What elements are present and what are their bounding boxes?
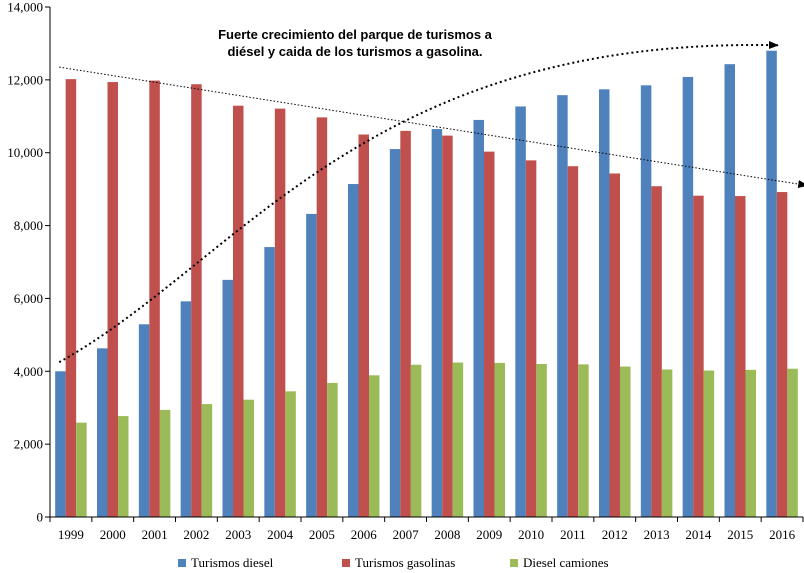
x-tick-label: 2015 xyxy=(727,527,753,542)
bar xyxy=(400,130,411,517)
bar xyxy=(389,149,401,518)
bar xyxy=(735,196,746,518)
bar xyxy=(745,369,756,517)
x-tick-label: 2009 xyxy=(476,527,502,542)
x-tick-label: 2003 xyxy=(225,527,251,542)
y-tick-label: 6,000 xyxy=(14,291,43,306)
x-tick-label: 2006 xyxy=(351,527,378,542)
bar xyxy=(327,382,338,517)
chart-area: 02,0004,0006,0008,00010,00012,00014,000 … xyxy=(7,0,804,542)
bar xyxy=(159,409,171,517)
bar xyxy=(703,370,715,517)
y-axis: 0 2,000 4,000 6,000 8,000 10,000 12,000 14,000 xyxy=(7,0,50,525)
bar xyxy=(233,105,244,517)
x-axis: 1999 2000 2001 2002 2003 2004 2005 2006 2007 2008… xyxy=(49,517,804,542)
bars-group xyxy=(55,50,798,518)
bar xyxy=(264,247,275,518)
x-tick-label: 2011 xyxy=(560,527,586,542)
y-tick-label: 2,000 xyxy=(14,437,43,452)
x-tick-label: 2012 xyxy=(602,527,628,542)
bar xyxy=(620,366,631,517)
bar xyxy=(348,184,359,518)
legend-item: Diesel camiones xyxy=(510,555,609,571)
bar xyxy=(557,95,568,518)
legend-swatch xyxy=(342,559,350,567)
legend-swatch xyxy=(178,559,186,567)
y-tick-label: 0 xyxy=(37,510,44,525)
x-tick-label: 2005 xyxy=(309,527,335,542)
bar xyxy=(431,129,443,518)
bar xyxy=(452,362,464,517)
trend-arrows xyxy=(58,41,804,364)
legend-item: Turismos gasolinas xyxy=(342,555,455,571)
bar xyxy=(640,85,652,518)
bar xyxy=(243,399,254,517)
trend-arrow-gasolina xyxy=(59,66,804,189)
x-tick-label: 2014 xyxy=(685,527,712,542)
bar xyxy=(682,76,694,517)
bar xyxy=(787,368,798,517)
bar xyxy=(285,391,296,517)
legend-label: Turismos gasolinas xyxy=(355,555,456,570)
bar xyxy=(609,173,620,517)
y-tick-label: 10,000 xyxy=(7,145,43,160)
bar xyxy=(484,151,495,517)
x-tick-label: 2007 xyxy=(393,527,420,542)
legend-swatch xyxy=(510,559,518,567)
bar xyxy=(567,166,579,517)
bar xyxy=(410,364,422,517)
bar xyxy=(107,82,118,518)
x-tick-label: 2001 xyxy=(142,527,168,542)
bar xyxy=(693,195,704,517)
bar xyxy=(599,89,610,517)
y-tick-label: 8,000 xyxy=(14,218,43,233)
bar xyxy=(118,416,129,517)
bar xyxy=(661,369,673,517)
x-tick-label: 2013 xyxy=(644,527,670,542)
x-tick-label: 2016 xyxy=(769,527,796,542)
legend-label: Turismos diesel xyxy=(191,555,274,570)
bar xyxy=(724,64,735,517)
bar xyxy=(473,119,484,517)
legend: Turismos diesel Turismos gasolinas Diesel … xyxy=(0,555,804,573)
x-tick-label: 1999 xyxy=(58,527,84,542)
x-tick-label: 2002 xyxy=(183,527,209,542)
bar xyxy=(369,375,380,517)
legend-item: Turismos diesel xyxy=(178,555,273,571)
bar xyxy=(149,80,160,517)
bar xyxy=(306,213,317,517)
x-tick-label: 2004 xyxy=(267,527,294,542)
x-tick-label: 2008 xyxy=(434,527,460,542)
bar xyxy=(515,106,526,517)
bar xyxy=(358,134,369,517)
bar xyxy=(578,364,589,517)
bar xyxy=(316,117,328,517)
bar xyxy=(180,301,192,517)
bar xyxy=(201,404,213,517)
bar xyxy=(191,84,202,517)
bar xyxy=(138,324,150,517)
bar xyxy=(651,186,662,517)
x-tick-label: 2000 xyxy=(100,527,126,542)
trend-arrow-diesel xyxy=(58,41,779,364)
bar xyxy=(76,422,87,517)
chart-annotation: Fuerte crecimiento del parque de turismo… xyxy=(218,27,492,59)
y-tick-label: 4,000 xyxy=(14,364,43,379)
bar xyxy=(55,371,66,517)
bar xyxy=(536,364,547,517)
y-tick-label: 12,000 xyxy=(7,72,43,87)
bar xyxy=(274,108,286,517)
legend-label: Diesel camiones xyxy=(523,555,609,570)
bar xyxy=(494,362,505,517)
bar xyxy=(97,348,108,517)
bar xyxy=(65,79,77,517)
bar xyxy=(776,192,788,518)
bar xyxy=(222,279,233,517)
x-tick-label: 2010 xyxy=(518,527,544,542)
bar xyxy=(442,135,453,518)
bar xyxy=(766,50,777,517)
bar xyxy=(525,160,537,517)
y-tick-label: 14,000 xyxy=(7,0,43,15)
